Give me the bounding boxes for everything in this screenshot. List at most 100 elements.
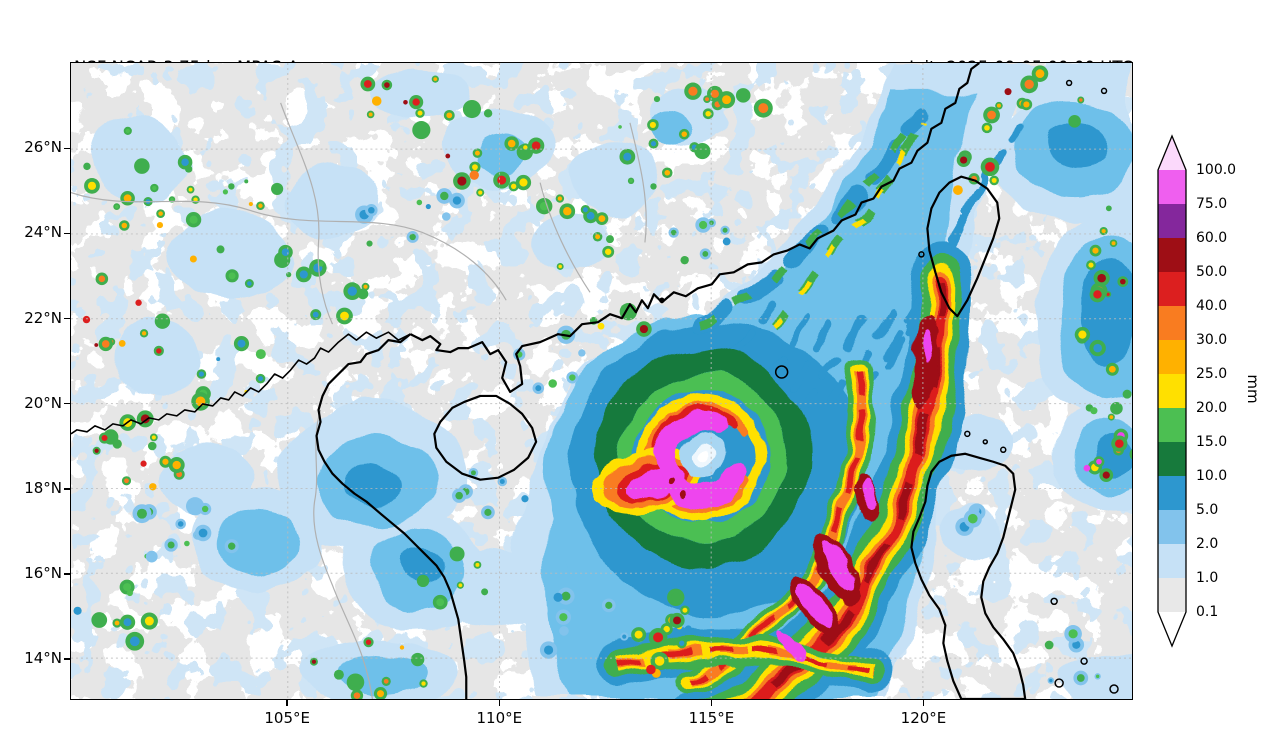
convective-cell [639,324,649,334]
coastline-south-china [409,63,980,394]
convective-cell [181,158,189,166]
convective-cell [123,194,132,203]
convective-cell [673,616,682,625]
convective-cell [458,583,463,588]
convective-cell [1106,292,1110,296]
coastline-luzon [910,452,1027,699]
convective-cell [1120,278,1126,285]
convective-cell [649,121,656,128]
convective-cell [698,146,707,156]
x-axis-tick [286,700,288,706]
convective-cell [453,549,462,558]
colorbar-tick-label: 50.0 [1196,264,1227,280]
convective-cell [158,211,163,216]
convective-cell [140,460,147,467]
convective-cell [557,196,563,201]
convective-cell [985,161,995,172]
convective-cell [722,227,728,233]
convective-cell [440,191,449,201]
convective-cell [671,592,681,602]
convective-cell [136,508,147,519]
convective-cell [722,95,732,105]
colorbar-tick-label: 25.0 [1196,366,1227,382]
y-axis-tick [64,147,70,150]
convective-cell [244,179,249,184]
convective-cell [523,145,528,150]
convective-cell [421,681,426,686]
colorbar-units-label: mm [1244,374,1262,404]
convective-cell [670,229,677,236]
y-axis-tick-label: 24°N [24,223,62,242]
convective-cell [485,111,491,116]
convective-cell [579,350,584,355]
graticule [71,63,1132,699]
colorbar-segment [1158,204,1186,238]
convective-cell [623,152,632,161]
convective-cell [553,592,563,602]
convective-cell [237,339,246,348]
convective-cell [95,615,104,625]
convective-cell [559,613,568,622]
convective-cell [350,677,361,687]
convective-cell [739,91,748,100]
convective-cell [156,348,162,354]
colorbar-tick-label: 75.0 [1196,196,1227,212]
x-axis-tick-label: 110°E [476,709,523,727]
convective-cell [156,222,164,229]
convective-cell [188,187,193,192]
convective-cell [416,199,423,206]
convective-cell [318,261,324,267]
convective-cell [201,505,209,513]
colorbar-segment [1158,578,1186,612]
convective-cell [149,483,157,491]
convective-cell [436,598,445,607]
convective-cell [94,343,99,347]
convective-cell [996,103,1001,108]
convective-cell [705,110,711,117]
convective-cell [629,179,633,183]
convective-cell [1109,415,1114,419]
map-layers [71,63,1132,699]
colorbar-segment [1158,272,1186,306]
convective-cell [114,204,119,209]
colorbar-segment [1158,510,1186,544]
convective-cell [118,340,126,347]
convective-cell [281,248,290,256]
convective-cell [445,153,451,159]
convective-cell [123,583,132,592]
convective-cell [544,645,554,655]
colorbar-segment [1158,340,1186,374]
convective-cell [679,640,685,646]
convective-cell [1004,88,1012,96]
colorbar-outline [1157,134,1187,648]
convective-cell [1071,118,1078,125]
convective-cell [189,215,198,224]
y-axis-tick-label: 18°N [24,478,62,497]
y-axis-tick-label: 14°N [24,648,62,667]
convective-cell [758,103,769,114]
convective-cell [507,139,516,148]
convective-cell [1115,439,1124,448]
convective-cell [363,80,372,88]
convective-cell [604,248,612,255]
colorbar-tick-label: 20.0 [1196,400,1227,416]
convective-cell [1049,678,1053,683]
convective-cell [650,141,657,147]
convective-cell [135,299,142,306]
convective-cell [368,206,375,214]
convective-cell [228,272,236,280]
convective-cell [417,110,423,116]
convective-cell [519,178,528,187]
x-axis-tick [498,700,501,706]
convective-cell [129,636,140,647]
coastline-vietnam [315,333,468,699]
colorbar-segment [1158,408,1186,442]
colorbar-segment [1158,306,1186,340]
cyclone-core [590,393,767,521]
convective-cell [699,220,708,230]
convective-cell [167,541,175,549]
convective-cell [469,170,479,180]
convective-cell [481,588,489,596]
colorbar-tick-label: 15.0 [1196,434,1227,450]
convective-cell [228,542,236,550]
